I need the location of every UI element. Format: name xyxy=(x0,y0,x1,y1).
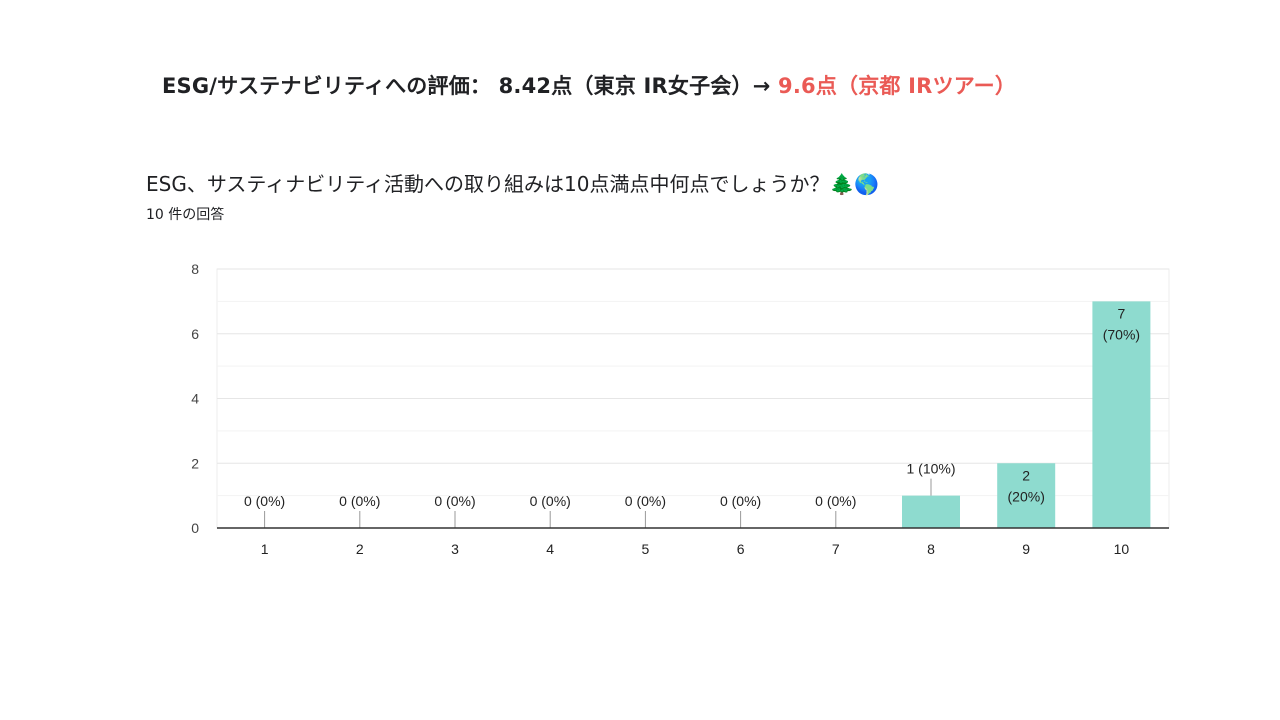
x-tick-label: 7 xyxy=(832,541,840,557)
bar-8 xyxy=(902,495,960,528)
x-tick-label: 4 xyxy=(546,541,554,557)
data-label-6: 0 (0%) xyxy=(720,493,761,509)
x-tick-label: 5 xyxy=(642,541,650,557)
x-tick-label: 8 xyxy=(927,541,935,557)
data-label-8: 1 (10%) xyxy=(906,461,955,477)
x-tick-label: 9 xyxy=(1022,541,1030,557)
question-title: ESG、サスティナビリティ活動への取り組みは10点満点中何点でしょうか？🌲🌎 xyxy=(146,172,880,196)
bar-9 xyxy=(997,463,1056,528)
data-label-value-10: 7 xyxy=(1118,305,1126,321)
y-tick-label: 4 xyxy=(191,391,199,407)
y-tick-label: 6 xyxy=(191,326,199,342)
data-label-percent-10: (70%) xyxy=(1103,326,1140,342)
y-tick-label: 2 xyxy=(191,455,199,471)
data-label-4: 0 (0%) xyxy=(530,493,571,509)
data-label-3: 0 (0%) xyxy=(434,493,475,509)
x-tick-label: 3 xyxy=(451,541,459,557)
x-tick-label: 1 xyxy=(261,541,269,557)
data-label-2: 0 (0%) xyxy=(339,493,380,509)
y-tick-label: 0 xyxy=(191,520,199,536)
x-tick-label: 2 xyxy=(356,541,364,557)
headline-accent: 9.6点（京都 IRツアー） xyxy=(778,74,1017,98)
y-tick-label: 8 xyxy=(191,261,199,277)
headline-main: ESG/サステナビリティへの評価： 8.42点（東京 IR女子会）→ xyxy=(162,74,779,98)
response-count: 10 件の回答 xyxy=(146,207,225,223)
headline: ESG/サステナビリティへの評価： 8.42点（東京 IR女子会）→ 9.6点（… xyxy=(162,70,1016,100)
x-tick-label: 6 xyxy=(737,541,745,557)
data-label-5: 0 (0%) xyxy=(625,493,666,509)
x-tick-label: 10 xyxy=(1114,541,1130,557)
data-label-7: 0 (0%) xyxy=(815,493,856,509)
bar-10 xyxy=(1092,301,1151,528)
data-label-value-9: 2 xyxy=(1022,467,1030,483)
data-label-percent-9: (20%) xyxy=(1008,488,1045,504)
data-label-1: 0 (0%) xyxy=(244,493,285,509)
